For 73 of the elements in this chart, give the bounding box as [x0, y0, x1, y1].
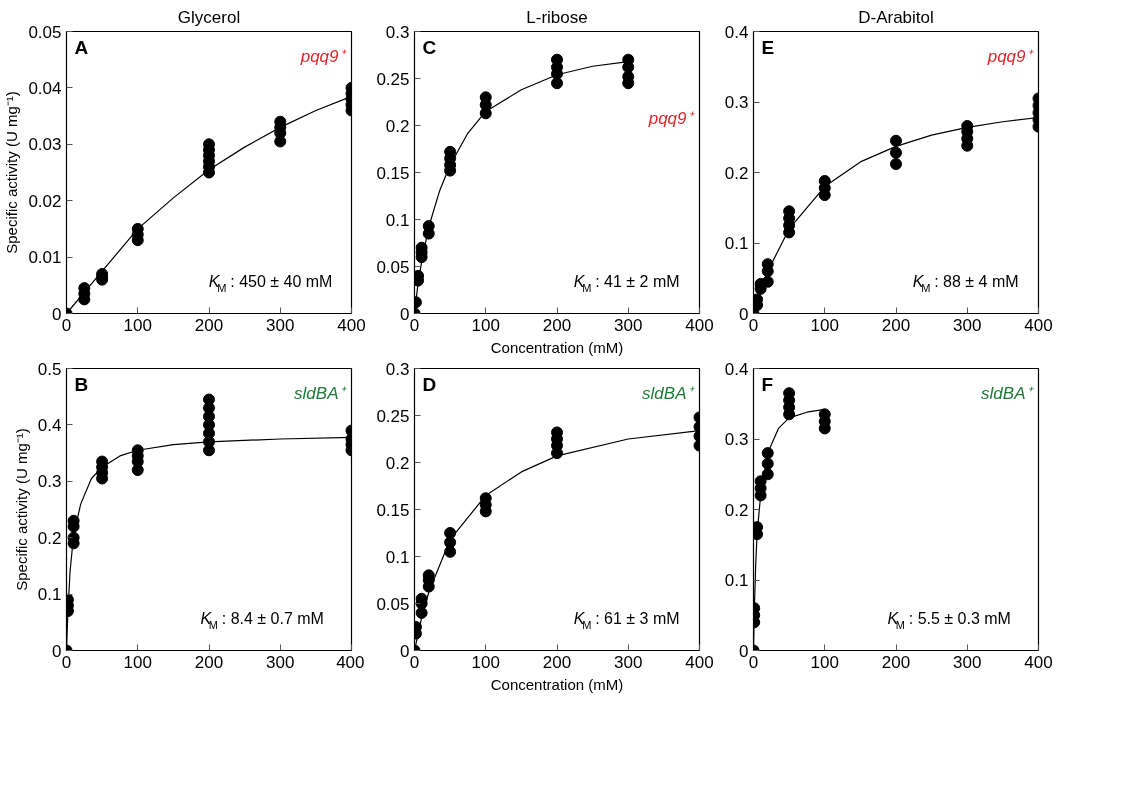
x-tick-label: 300	[953, 315, 982, 335]
x-tick-label: 100	[810, 315, 839, 335]
y-tick-label: 0.3	[37, 472, 62, 492]
x-tick-label: 400	[336, 652, 365, 672]
y-tick-label: 0.2	[37, 528, 62, 548]
y-tick-label: 0.2	[385, 453, 410, 473]
y-axis-title: Specific activity (U mg⁻¹)	[12, 428, 30, 591]
y-tick-label: 0.4	[37, 415, 62, 435]
annotation: pqq9⁺	[299, 46, 347, 66]
x-tick-label: 100	[471, 315, 500, 335]
annotation: sldBA⁺	[294, 383, 347, 403]
x-tick-label: 200	[542, 315, 572, 335]
x-tick-label: 400	[1024, 652, 1053, 672]
x-tick-label: 400	[337, 315, 366, 335]
y-tick-label: 0.1	[385, 547, 410, 567]
y-tick-label: 0.3	[724, 93, 749, 112]
annotation: pqq9⁺	[647, 108, 695, 128]
y-tick-label: 0.2	[724, 500, 749, 520]
y-tick-label: 0.05	[28, 22, 62, 42]
y-tick-label: 0.15	[376, 163, 410, 183]
y-tick-label: 0.25	[376, 406, 410, 426]
x-tick-label: 100	[471, 652, 500, 672]
x-tick-label: 200	[542, 652, 572, 672]
y-tick-label: 0.4	[724, 22, 749, 42]
x-tick-label: 400	[1024, 315, 1053, 335]
y-tick-label: 0.05	[376, 257, 410, 277]
x-tick-label: 300	[614, 315, 643, 335]
x-tick-label: 300	[953, 652, 982, 672]
x-tick-label: 400	[685, 652, 714, 672]
y-tick-label: 0.4	[724, 359, 749, 379]
x-tick-label: 200	[881, 315, 911, 335]
annotation: F	[761, 373, 774, 395]
annotation: B	[74, 373, 89, 395]
y-tick-label: 0.2	[724, 163, 749, 183]
annotation: pqq9⁺	[986, 46, 1034, 66]
x-tick-label: 100	[810, 652, 839, 672]
annotation: C	[422, 36, 437, 58]
x-tick-label: 200	[194, 315, 224, 335]
chart-title: Glycerol	[177, 7, 241, 27]
y-tick-label: 0.3	[724, 430, 749, 449]
y-tick-label: 0.03	[28, 135, 62, 155]
y-tick-label: 0.1	[724, 234, 749, 253]
y-tick-label: 0.02	[28, 191, 62, 211]
x-tick-label: 200	[194, 652, 224, 672]
y-tick-label: 0.3	[385, 22, 410, 42]
y-tick-label: 0.01	[28, 248, 62, 268]
annotation: D	[422, 373, 437, 395]
annotation: A	[74, 36, 89, 58]
y-tick-label: 0.1	[385, 210, 410, 230]
x-axis-title: Concentration (mM)	[490, 675, 624, 693]
y-tick-label: 0.1	[724, 571, 749, 590]
y-tick-label: 0.25	[376, 69, 410, 89]
y-tick-label: 0.3	[385, 359, 410, 379]
y-tick-label: 0.05	[376, 594, 410, 614]
y-tick-label: 0.1	[37, 585, 62, 605]
y-tick-label: 0.5	[37, 359, 62, 379]
x-axis-title: Concentration (mM)	[490, 338, 624, 356]
x-tick-label: 400	[685, 315, 714, 335]
chart-title: D-Arabitol	[858, 7, 934, 27]
x-tick-label: 300	[614, 652, 643, 672]
annotation: sldBA⁺	[981, 383, 1034, 403]
y-tick-label: 0.04	[28, 78, 62, 98]
x-tick-label: 300	[266, 315, 295, 335]
x-tick-label: 200	[881, 652, 911, 672]
y-axis-title: Specific activity (U mg⁻¹)	[3, 91, 21, 254]
y-tick-label: 0.15	[376, 500, 410, 520]
x-tick-label: 100	[123, 652, 152, 672]
y-tick-label: 0.2	[385, 116, 410, 136]
annotation: E	[761, 36, 775, 58]
chart-title: L-ribose	[526, 7, 588, 27]
x-tick-label: 300	[266, 652, 295, 672]
annotation: sldBA⁺	[642, 383, 695, 403]
x-tick-label: 100	[123, 315, 152, 335]
